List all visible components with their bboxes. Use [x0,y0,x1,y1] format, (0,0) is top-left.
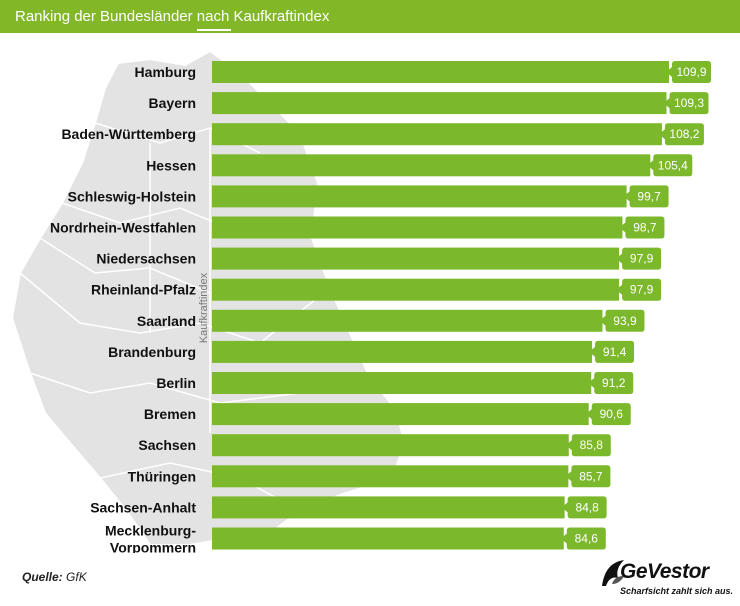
title-accent-line [197,29,231,31]
data-label: 84,6 [575,532,599,546]
y-axis-label: Kaufkraftindex [198,272,210,343]
value-callout [616,247,662,270]
value-callout [560,527,606,550]
category-label: Bayern [149,95,196,111]
value-callout [616,278,662,301]
data-label: 93,9 [613,314,637,328]
bar [212,185,627,208]
value-callout [623,185,669,208]
data-label: 85,7 [579,469,603,483]
bar [212,247,620,270]
category-label: Brandenburg [108,344,196,360]
value-callout [588,372,634,394]
state-border [99,462,301,512]
source-note: Quelle: GfK [22,570,87,584]
source-label: Quelle: [22,570,63,584]
category-label: Hamburg [135,64,196,80]
category-label: Mecklenburg-Vorpommern [105,523,196,554]
category-label: Baden-Württemberg [61,126,196,142]
bar [212,92,667,115]
data-label: 91,4 [603,345,627,359]
state-border [19,272,331,344]
bar [212,403,589,426]
data-label: 109,9 [676,65,706,79]
bar [212,154,651,177]
bar [212,434,569,457]
brand-logo: GeVestor Scharfsicht zahlt sich aus. [600,556,734,602]
bar [212,216,623,239]
value-callout [619,216,665,239]
bar [212,278,620,301]
state-border [39,237,211,294]
bar [212,372,592,394]
value-callout [565,434,611,457]
data-label: 84,8 [575,500,599,514]
category-label: Bremen [144,406,196,422]
data-label: 97,9 [630,252,654,266]
value-callout [658,123,704,146]
data-label: 90,6 [600,407,624,421]
value-callout [589,340,635,363]
data-label: 99,7 [637,189,661,203]
bar-chart: Kaufkraftindex Hamburg Bayern Baden-Württe… [50,61,711,554]
chart-header: Ranking der Bundesländer nach Kaufkrafti… [0,0,740,33]
value-callout [599,309,645,332]
data-label: 108,2 [669,127,699,141]
bar [212,61,669,83]
bar [212,465,569,488]
eagle-icon [602,560,624,586]
category-label: Saarland [137,313,196,329]
bar [212,309,603,332]
chart-title: Ranking der Bundesländer nach Kaufkrafti… [15,8,330,25]
category-label: Nordrhein-Westfahlen [50,220,196,236]
category-label: Hessen [146,157,196,173]
category-label: Berlin [156,375,196,391]
data-label: 109,3 [674,96,704,110]
source-value: GfK [66,570,87,584]
data-label: 97,9 [630,283,654,297]
category-label: Sachsen-Anhalt [90,499,196,515]
category-label: Niedersachsen [96,251,196,267]
bar [212,527,564,550]
value-callout [585,403,631,426]
brand-slogan: Scharfsicht zahlt sich aus. [620,586,734,596]
value-callout [561,496,607,519]
value-callout [565,465,611,488]
category-label: Rheinland-Pfalz [91,282,196,298]
data-label: 105,4 [658,158,688,172]
brand-name: GeVestor [620,560,709,583]
category-label: Sachsen [138,437,196,453]
value-callout [647,154,693,177]
data-label: 98,7 [633,221,657,235]
category-label: Thüringen [128,468,196,484]
state-border [29,372,301,404]
bar [212,340,593,363]
bar [212,123,662,146]
bar [212,496,565,519]
data-label: 85,8 [580,438,604,452]
data-label: 91,2 [602,376,626,390]
value-callout [663,92,709,115]
value-callout [666,61,711,83]
category-label: Schleswig-Holstein [68,188,196,204]
